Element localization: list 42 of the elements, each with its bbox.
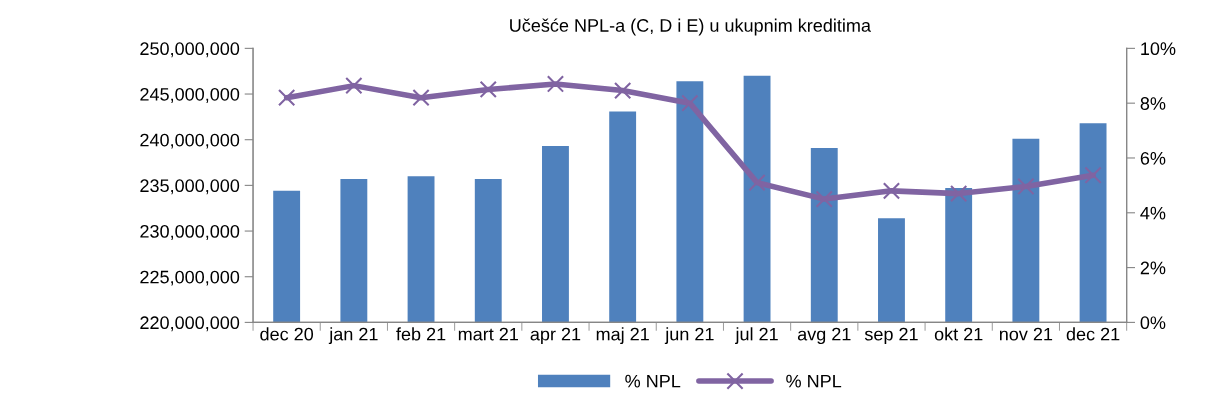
x-tick-label: jun 21 — [664, 327, 714, 345]
y-tick-label: 220,000,000 — [140, 316, 240, 332]
x-tick-label: jan 21 — [328, 327, 378, 345]
legend-label: % NPL — [786, 374, 842, 388]
point — [1084, 166, 1102, 184]
y-tick-label: 240,000,000 — [140, 133, 240, 149]
y2-tick-label: 10% — [1141, 42, 1176, 56]
point — [479, 80, 497, 99]
y2-tick-label: 0% — [1140, 316, 1166, 330]
y2-tick-label: 6% — [1140, 151, 1166, 165]
y2-tick-label: 8% — [1140, 97, 1166, 110]
point — [613, 81, 632, 100]
x-tick-label: feb 21 — [396, 327, 446, 341]
y-tick-label: 245,000,000 — [140, 87, 240, 103]
point — [345, 76, 363, 95]
x-tick-label: apr 21 — [530, 327, 581, 345]
point — [748, 173, 766, 192]
y-tick-label: 250,000,000 — [140, 42, 240, 58]
chart-title: Učešće NPL-a (C, D i E) u ukupnim kreditima — [510, 18, 871, 36]
x-tick-label: nov 21 — [999, 327, 1053, 341]
x-tick-label: dec 20 — [260, 327, 314, 341]
point — [815, 190, 833, 208]
point — [1017, 177, 1035, 196]
y-tick-label: 235,000,000 — [140, 179, 240, 195]
point — [949, 184, 968, 203]
x-tick-label: sep 21 — [864, 327, 918, 345]
x-tick-label: jul 21 — [735, 327, 778, 345]
y2-tick-label: 2% — [1140, 261, 1166, 275]
point — [546, 75, 565, 93]
x-tick-label: mart 21 — [458, 327, 518, 341]
y2-tick-label: 4% — [1140, 206, 1166, 220]
x-tick-label: dec 21 — [1066, 327, 1120, 341]
x-tick-label: avg 21 — [797, 327, 851, 345]
point — [412, 89, 430, 107]
point — [277, 89, 296, 107]
legend-label: % NPL — [625, 374, 681, 388]
x-tick-label: okt 21 — [934, 327, 983, 341]
x-tick-label: maj 21 — [596, 327, 649, 345]
y-tick-label: 225,000,000 — [140, 270, 240, 286]
point — [882, 182, 901, 200]
y-tick-label: 230,000,000 — [140, 224, 240, 240]
point — [681, 94, 699, 112]
